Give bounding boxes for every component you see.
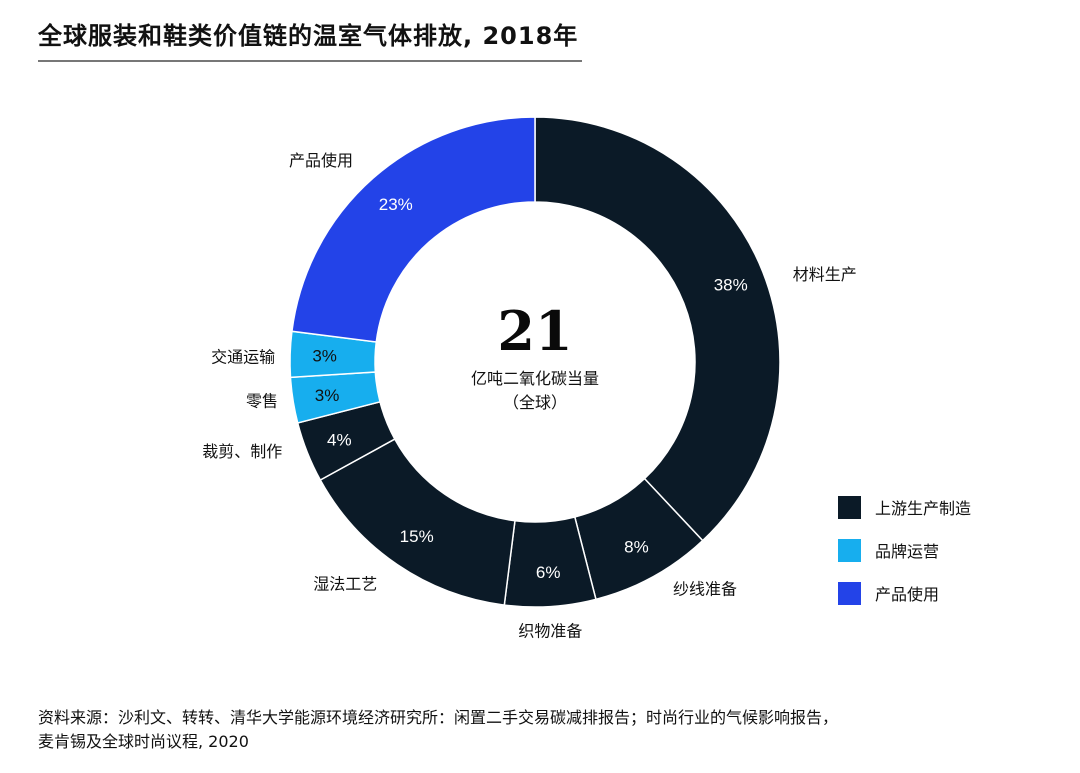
slice-value-label-8: 23% [379,195,413,214]
source-line-1: 资料来源：沙利文、转转、清华大学能源环境经济研究所：闲置二手交易碳减排报告；时尚… [38,708,839,727]
title-divider [38,60,582,62]
slice-value-label-3: 6% [536,563,561,582]
slice-category-label-8: 产品使用 [289,151,353,170]
center-total-value: 21 [497,299,572,363]
slice-category-label-2: 纱线准备 [673,580,737,599]
center-scope-label: （全球） [503,393,567,412]
slice-value-label-2: 8% [624,537,649,556]
donut-slices [289,116,781,608]
chart-legend: 上游生产制造 品牌运营 产品使用 [838,495,971,624]
slice-value-label-6: 3% [315,386,340,405]
legend-swatch-brand [838,538,861,562]
source-line-2: 麦肯锡及全球时尚议程, 2020 [38,732,249,751]
slice-category-label-3: 织物准备 [518,622,582,641]
source-note: 资料来源：沙利文、转转、清华大学能源环境经济研究所：闲置二手交易碳减排报告；时尚… [38,706,1058,754]
slice-value-labels: 38% 8% 6% 15% 4% 3% 3% 23% [312,195,747,582]
slice-category-label-1: 材料生产 [793,265,857,284]
legend-item-use: 产品使用 [838,581,971,605]
donut-slice-1 [534,116,781,542]
slice-category-label-6: 零售 [246,391,278,410]
page-title: 全球服装和鞋类价值链的温室气体排放, 2018年 [38,22,579,50]
slice-value-label-4: 15% [400,527,434,546]
legend-item-brand: 品牌运营 [838,538,971,562]
slice-value-label-7: 3% [312,346,337,365]
legend-label-brand: 品牌运营 [875,542,940,561]
center-unit-label: 亿吨二氧化碳当量 [471,369,599,388]
donut-slice-8 [291,116,536,343]
legend-label-use: 产品使用 [875,585,940,604]
slice-value-label-5: 4% [327,430,352,449]
slice-category-label-7: 交通运输 [211,347,275,366]
slice-category-label-5: 裁剪、制作 [202,442,282,461]
legend-label-upstream: 上游生产制造 [875,499,972,518]
slice-value-label-1: 38% [714,276,748,295]
slice-category-label-4: 湿法工艺 [313,575,377,594]
legend-item-upstream: 上游生产制造 [838,495,971,519]
legend-swatch-upstream [838,495,861,519]
legend-swatch-use [838,581,861,605]
